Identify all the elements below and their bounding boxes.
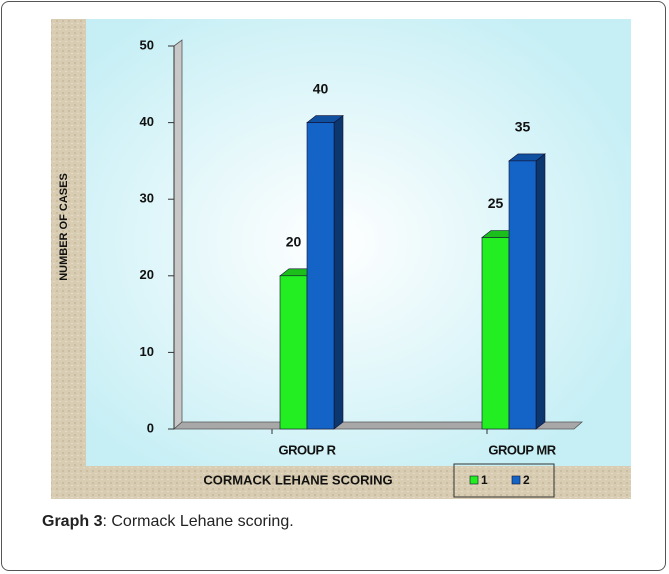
bar-side [535, 153, 546, 430]
wall [173, 39, 183, 430]
data-label: 25 [488, 195, 504, 211]
data-label: 20 [286, 234, 302, 250]
caption-label: Graph 3 [42, 513, 103, 530]
legend-swatch [511, 475, 521, 485]
caption: Graph 3: Cormack Lehane scoring. [42, 513, 294, 531]
data-label: 40 [313, 80, 329, 96]
y-tick-label: 40 [140, 114, 154, 129]
floor [172, 421, 584, 430]
legend [453, 463, 555, 498]
legend-label: 2 [523, 473, 530, 487]
y-tick-label: 0 [147, 420, 154, 435]
y-tick-label: 30 [140, 191, 154, 206]
x-axis-label: CORMACK LEHANE SCORING [203, 472, 392, 487]
caption-text: : Cormack Lehane scoring. [102, 513, 294, 530]
legend-label: 1 [481, 473, 488, 487]
bar [279, 275, 308, 430]
y-tick-label: 50 [140, 37, 154, 52]
bar [508, 160, 537, 430]
x-tick-label: GROUP MR [488, 442, 556, 457]
legend-swatch [469, 475, 479, 485]
y-axis-label: NUMBER OF CASES [58, 173, 70, 281]
y-tick-label: 20 [140, 267, 154, 282]
data-label: 35 [515, 119, 531, 135]
y-tick-label: 10 [140, 344, 154, 359]
plot-background [86, 19, 631, 466]
bar-side [333, 114, 344, 430]
x-tick-label: GROUP R [279, 442, 337, 457]
bar [481, 237, 510, 430]
bar [306, 122, 335, 430]
